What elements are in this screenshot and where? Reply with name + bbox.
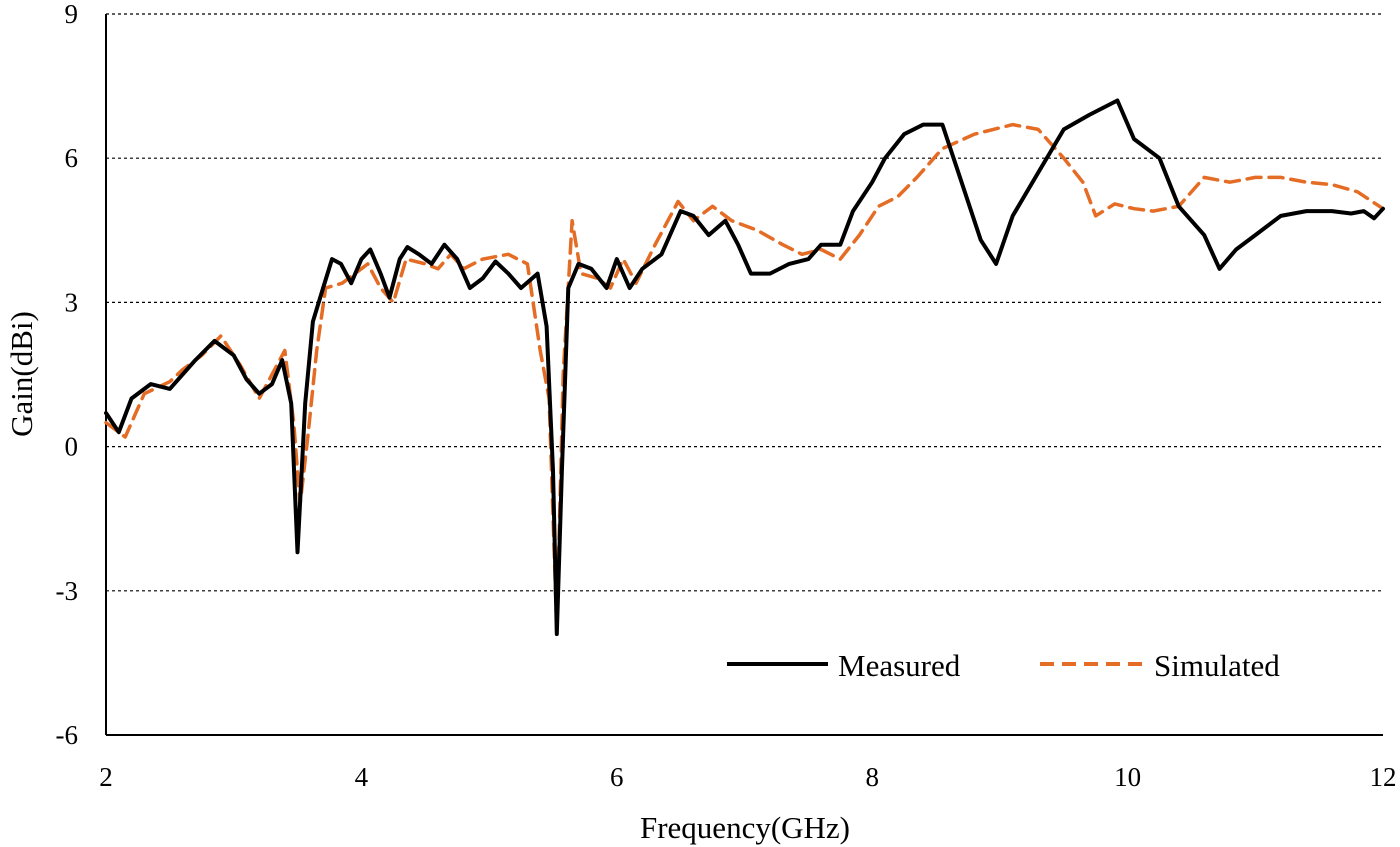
series xyxy=(104,98,1385,637)
y-tick-label: -6 xyxy=(56,720,79,750)
x-tick-labels: 2 4 6 8 10 12 xyxy=(99,762,1396,792)
y-tick-label: -3 xyxy=(56,576,79,606)
x-tick-label: 2 xyxy=(99,762,113,792)
x-tick-label: 4 xyxy=(355,762,369,792)
y-tick-label: 9 xyxy=(65,0,79,29)
axes xyxy=(105,14,1383,736)
y-tick-label: 6 xyxy=(65,143,79,173)
legend-label-simulated: Simulated xyxy=(1154,648,1280,683)
y-tick-label: 0 xyxy=(65,432,79,462)
y-axis-title: Gain(dBi) xyxy=(4,311,39,437)
legend-label-measured: Measured xyxy=(838,648,961,683)
gridlines xyxy=(106,13,1383,592)
y-tick-label: 3 xyxy=(65,287,79,317)
series-line-measured xyxy=(104,98,1385,637)
y-tick-labels: -6 -3 0 3 6 9 xyxy=(56,0,79,750)
x-tick-label: 12 xyxy=(1370,762,1397,792)
x-tick-label: 8 xyxy=(865,762,879,792)
x-axis-title: Frequency(GHz) xyxy=(640,810,850,845)
x-tick-label: 6 xyxy=(610,762,624,792)
x-tick-label: 10 xyxy=(1114,762,1141,792)
legend: Measured Simulated xyxy=(727,648,1280,683)
